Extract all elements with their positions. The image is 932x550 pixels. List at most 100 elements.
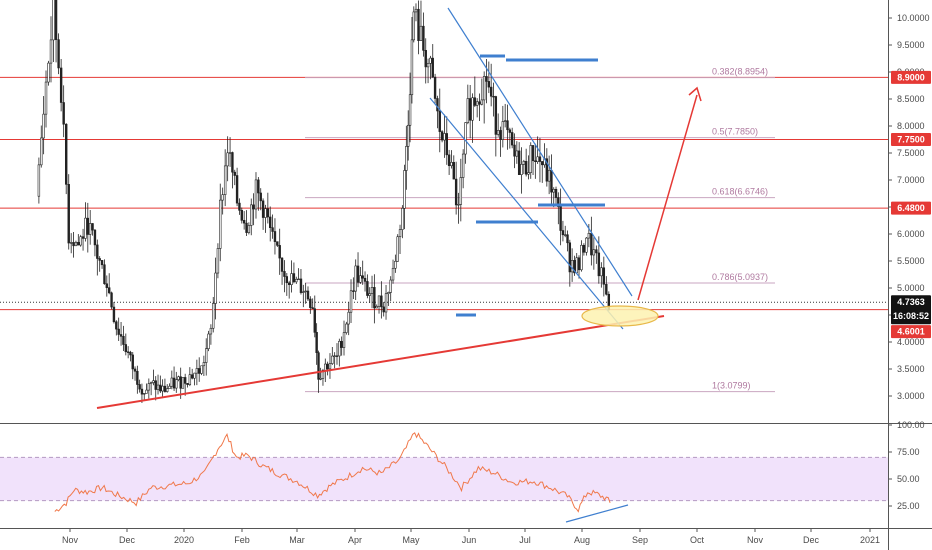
candle bbox=[100, 260, 104, 269]
candle bbox=[370, 275, 374, 309]
candle bbox=[338, 338, 341, 367]
candle bbox=[373, 274, 376, 324]
candle bbox=[276, 241, 279, 248]
candle bbox=[464, 122, 467, 164]
candle bbox=[175, 371, 178, 393]
candle bbox=[223, 149, 227, 207]
candle bbox=[79, 234, 82, 247]
y-tick-label: 5.5000 bbox=[897, 256, 925, 266]
current-price-badge: 4.7363 16:08:52 bbox=[891, 295, 931, 325]
candle bbox=[47, 60, 50, 86]
candle bbox=[380, 281, 383, 319]
candle bbox=[44, 70, 48, 128]
x-tick-label: Mar bbox=[289, 535, 305, 545]
candle bbox=[485, 59, 488, 104]
x-tick-label: Feb bbox=[234, 535, 250, 545]
y-tick-label: 8.0000 bbox=[897, 121, 925, 131]
candle bbox=[254, 172, 258, 219]
candle bbox=[54, 0, 58, 63]
candle bbox=[252, 193, 255, 226]
candle bbox=[57, 33, 60, 75]
candle bbox=[62, 85, 65, 138]
candle bbox=[98, 256, 101, 272]
candle bbox=[424, 38, 427, 84]
candle bbox=[377, 295, 381, 314]
candle bbox=[250, 198, 253, 236]
candle bbox=[459, 158, 463, 222]
candle bbox=[480, 78, 484, 106]
candle bbox=[242, 211, 246, 230]
candle bbox=[133, 366, 137, 381]
candle bbox=[461, 149, 465, 189]
candle bbox=[426, 58, 430, 84]
candle bbox=[198, 357, 201, 382]
candle bbox=[471, 93, 474, 143]
candle bbox=[219, 183, 222, 262]
x-tick-label: Oct bbox=[690, 535, 705, 545]
candle bbox=[202, 355, 206, 377]
candle bbox=[582, 243, 586, 256]
candle bbox=[138, 379, 141, 393]
support-trendline bbox=[96, 315, 665, 409]
fib-level-label: 0.618(6.6746) bbox=[712, 187, 768, 197]
candle bbox=[457, 192, 460, 224]
fib-level-label: 1(3.0799) bbox=[712, 381, 751, 391]
svg-text:7.7500: 7.7500 bbox=[897, 135, 925, 145]
candle bbox=[496, 113, 500, 137]
candle bbox=[214, 257, 217, 320]
candle bbox=[422, 12, 425, 57]
candle bbox=[473, 76, 477, 108]
candle bbox=[271, 214, 274, 239]
y-tick-label: 10.0000 bbox=[897, 13, 930, 23]
candle bbox=[494, 95, 498, 157]
candle bbox=[154, 376, 157, 401]
candle bbox=[273, 218, 277, 255]
candle bbox=[163, 378, 167, 393]
candle bbox=[331, 347, 334, 365]
candle bbox=[115, 320, 118, 336]
y-tick-label: 9.5000 bbox=[897, 40, 925, 50]
candle bbox=[529, 142, 532, 179]
x-tick-label: Jun bbox=[462, 535, 477, 545]
candle bbox=[228, 137, 232, 167]
candle bbox=[389, 276, 392, 302]
candle bbox=[266, 192, 270, 224]
candle bbox=[67, 174, 70, 250]
candle bbox=[398, 224, 402, 254]
candle bbox=[257, 177, 260, 211]
candle bbox=[292, 262, 296, 284]
candle bbox=[577, 255, 581, 279]
candle bbox=[117, 317, 120, 341]
candle bbox=[247, 222, 251, 235]
candle bbox=[492, 82, 495, 117]
y-tick-label: 6.0000 bbox=[897, 229, 925, 239]
y-tick-label: 3.5000 bbox=[897, 364, 925, 374]
candle bbox=[65, 123, 68, 195]
y-tick-label: 4.0000 bbox=[897, 337, 925, 347]
candle bbox=[136, 365, 139, 394]
candle bbox=[233, 169, 236, 186]
candle bbox=[152, 369, 155, 386]
candle bbox=[49, 16, 53, 83]
candle bbox=[475, 98, 479, 118]
candle bbox=[356, 252, 360, 288]
candle bbox=[52, 0, 55, 63]
candle bbox=[573, 255, 576, 276]
channel-upper-line bbox=[447, 7, 633, 297]
candle bbox=[445, 116, 448, 165]
candle bbox=[352, 277, 355, 300]
candle bbox=[59, 58, 63, 112]
oscillator-panel bbox=[0, 432, 888, 513]
projection-arrow-line bbox=[637, 94, 698, 301]
candle bbox=[401, 205, 404, 239]
x-tick-label: Aug bbox=[574, 535, 590, 545]
candle bbox=[590, 216, 593, 266]
y-tick-label: 5.0000 bbox=[897, 283, 925, 293]
candle bbox=[42, 96, 45, 155]
level-price-badge: 6.4800 bbox=[891, 201, 931, 215]
x-tick-label: Nov bbox=[62, 535, 79, 545]
candle bbox=[326, 361, 329, 376]
candle bbox=[566, 230, 569, 252]
candle bbox=[419, 0, 423, 41]
